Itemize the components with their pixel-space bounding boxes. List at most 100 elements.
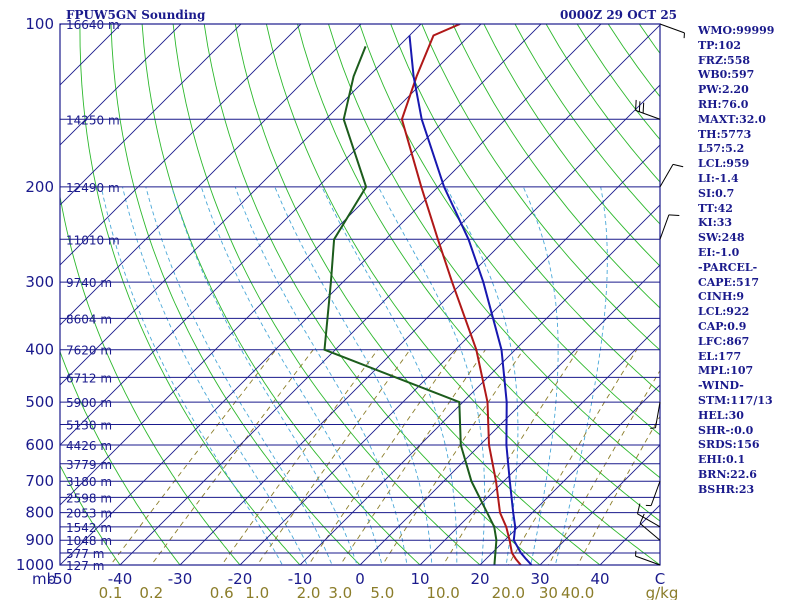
wind-barb-flag [672, 163, 684, 168]
temperature-tick-label: 40 [590, 570, 609, 588]
index-item: LI:-1.4 [698, 171, 739, 185]
pressure-label: 300 [25, 273, 54, 291]
moist-adiabat [321, 186, 458, 565]
height-label: 577 m [66, 547, 104, 561]
index-item: L57:5.2 [698, 142, 745, 156]
index-item: MAXT:32.0 [698, 112, 766, 126]
temperature-unit-label: C [655, 570, 665, 588]
wind-barb-staff [635, 555, 661, 566]
height-label: 2053 m [66, 507, 112, 521]
height-label: 5130 m [66, 419, 112, 433]
index-item: -WIND- [698, 379, 744, 393]
pressure-label: 900 [25, 531, 54, 549]
isotherm [239, 144, 660, 565]
index-item: LCL:959 [698, 157, 750, 171]
moist-adiabat [122, 186, 308, 565]
index-item: SHR-:0.0 [698, 423, 754, 437]
temperature-tick-label: -50 [48, 570, 73, 588]
mixing-ratio-label: 20.0 [492, 584, 525, 600]
mixing-ratio-line [109, 349, 277, 565]
parcel-trace [408, 35, 533, 565]
wind-barb-staff [659, 23, 685, 34]
isotherm [479, 384, 660, 565]
mixing-ratio-line [381, 349, 524, 565]
dry-adiabat [421, 24, 660, 351]
height-label: 6712 m [66, 371, 112, 385]
index-item: FRZ:558 [698, 53, 751, 67]
index-item: CAPE:517 [698, 275, 759, 289]
temperature-tick-label: -10 [288, 570, 313, 588]
chart-title: FPUW5GN Sounding [66, 8, 206, 22]
wind-barb-flag [642, 102, 645, 114]
pressure-label: 800 [25, 504, 54, 522]
dry-adiabat [297, 24, 660, 522]
index-item: TH:5773 [698, 127, 752, 141]
height-label: 12490 m [66, 181, 120, 195]
height-label: 1048 m [66, 534, 112, 548]
height-label: 4426 m [66, 439, 112, 453]
isotherm [60, 24, 362, 326]
isotherm [60, 24, 602, 565]
index-item: WMO:99999 [698, 24, 775, 37]
mixing-ratio-line [221, 349, 379, 565]
dry-adiabat [141, 24, 421, 565]
pressure-label: 700 [25, 472, 54, 490]
index-item: STM:117/13 [698, 393, 773, 407]
mixing-ratio-label: 1.0 [245, 584, 269, 600]
temperature-tick-label: -20 [228, 570, 253, 588]
moist-adiabat [522, 186, 559, 565]
mixing-ratio-line [507, 349, 638, 565]
isotherm [60, 24, 422, 386]
grid-lines [60, 24, 660, 565]
wind-barb-staff [659, 164, 674, 188]
index-item: SW:248 [698, 231, 745, 245]
temperature-trace [400, 24, 522, 565]
index-item: SI:0.7 [698, 186, 735, 200]
height-label: 16640 m [66, 18, 120, 32]
wind-barb-staff [654, 402, 661, 428]
height-label: 2598 m [66, 491, 112, 505]
isotherm [419, 324, 660, 565]
moist-adiabat [378, 186, 486, 565]
height-label: 127 m [66, 559, 104, 573]
wind-barb-flag [635, 99, 637, 111]
index-item: RH:76.0 [698, 97, 749, 111]
wind-barb-flag [668, 214, 680, 216]
isotherm [119, 24, 660, 565]
isotherm [60, 24, 482, 446]
height-label: 3779 m [66, 458, 112, 472]
temperature-tick-label: 20 [470, 570, 489, 588]
frame-border [59, 23, 661, 566]
dry-adiabat [60, 464, 121, 565]
wind-barb-flag [636, 503, 641, 514]
dry-adiabat [60, 350, 181, 565]
mixing-ratio-line [307, 349, 457, 565]
wind-barb-staff [659, 214, 670, 240]
mixing-ratio-line [442, 349, 579, 565]
wind-barb-staff [637, 513, 661, 528]
isotherm [179, 84, 660, 565]
index-item: BSHR:23 [698, 482, 755, 496]
pressure-label: 600 [25, 436, 54, 454]
isotherm [299, 204, 660, 565]
index-item: PW:2.20 [698, 83, 749, 97]
mixing-ratio-line [577, 415, 660, 565]
sounding-traces [323, 24, 533, 565]
mixing-ratio-label: 10.0 [426, 584, 459, 600]
moist-adiabat [100, 186, 283, 565]
index-item: BRN:22.6 [698, 467, 757, 481]
height-label: 8604 m [66, 312, 112, 326]
height-label: 1542 m [66, 521, 112, 535]
dry-adiabat [483, 24, 660, 267]
dry-adiabat [390, 24, 660, 393]
chart-datetime: 0000Z 29 OCT 25 [560, 8, 678, 22]
isotherm [60, 24, 182, 146]
height-label: 9740 m [66, 276, 112, 290]
index-item: KI:33 [698, 216, 733, 230]
index-item: HEL:30 [698, 408, 744, 422]
wind-barbs [635, 23, 685, 566]
index-item: TP:102 [698, 38, 742, 52]
pressure-label: 400 [25, 341, 54, 359]
index-item: EI:-1.0 [698, 245, 740, 259]
